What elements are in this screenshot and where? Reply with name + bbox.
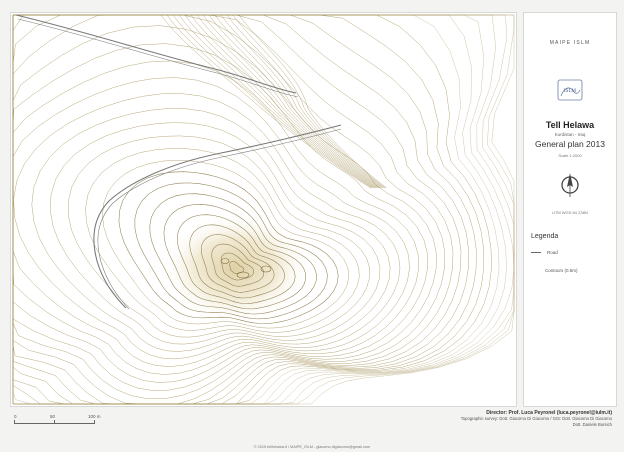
legend-label: Road xyxy=(547,250,558,255)
contour-line xyxy=(190,14,378,189)
contour-line xyxy=(12,14,462,405)
contour-line xyxy=(202,14,380,189)
contour-line xyxy=(12,14,515,405)
legend-title: Legenda xyxy=(531,233,559,240)
contour-line xyxy=(12,77,410,367)
contour-line xyxy=(12,14,469,405)
contour-line xyxy=(211,243,264,287)
contour-line xyxy=(238,14,387,189)
contour-line xyxy=(189,224,285,299)
legend-label: Contours (0.5m) xyxy=(545,268,578,273)
legend-item-road: Road xyxy=(531,250,558,255)
summit-contour xyxy=(236,271,250,279)
survey-credit: Topographic survey: Dott. Giacomo Di Gia… xyxy=(460,416,612,421)
contour-line xyxy=(13,93,401,360)
contour-line xyxy=(172,14,374,189)
credits-block: Director: Prof. Luca Peyronel (luca.peyr… xyxy=(312,410,612,428)
contour-line xyxy=(149,193,317,315)
contour-line xyxy=(178,14,375,189)
scale-bar: 0 50 100 m xyxy=(14,414,124,434)
crs-text: UTM WGS 84 Z38N xyxy=(552,210,588,215)
survey-credit-2: Dott. Daniele Bursich xyxy=(572,422,612,427)
north-arrow-icon xyxy=(561,173,579,197)
road-swatch xyxy=(531,252,541,254)
contour-line xyxy=(184,14,376,189)
road-line xyxy=(97,128,342,310)
scale-text: Scale 1:2000 xyxy=(558,153,582,158)
contour-line xyxy=(220,14,384,189)
contour-line xyxy=(49,122,381,345)
contour-line xyxy=(31,108,391,352)
contour-line xyxy=(12,14,515,405)
contour-line xyxy=(214,14,382,189)
road-line xyxy=(93,124,342,309)
contour-line xyxy=(12,25,437,391)
scale-tick-label: 0 xyxy=(14,414,17,419)
site-title: Tell Helawa xyxy=(545,120,595,130)
director-credit: Director: Prof. Luca Peyronel (luca.peyr… xyxy=(486,410,612,416)
contour-line xyxy=(196,14,379,189)
contour-line xyxy=(12,14,515,405)
contour-line xyxy=(68,135,370,338)
map-frame[interactable] xyxy=(10,12,517,407)
contour-line xyxy=(118,171,339,324)
contour-line xyxy=(12,43,428,383)
contour-line xyxy=(166,14,373,189)
contour-line xyxy=(226,14,385,189)
scale-tick xyxy=(14,420,15,424)
contour-line xyxy=(85,148,360,333)
side-panel: MAIPE ISLM ISLM Tell Helawa Kurdistan - … xyxy=(523,12,617,407)
scale-tick xyxy=(94,420,95,424)
scale-tick-label: 100 m xyxy=(88,414,101,419)
contour-line xyxy=(12,14,515,405)
contour-line xyxy=(102,160,350,329)
contour-line xyxy=(208,14,381,189)
contour-line xyxy=(177,214,296,304)
contour-line xyxy=(12,14,515,405)
scale-tick-label: 50 xyxy=(50,414,56,419)
logo-label: ISLM xyxy=(564,89,577,94)
footer-text: © 2015 tellhelawa.it / MAIPE_ISLM - giac… xyxy=(253,445,371,449)
summit-contour xyxy=(260,265,272,273)
contour-line xyxy=(160,14,372,189)
plan-title: General plan 2013 xyxy=(535,139,605,149)
contour-line xyxy=(220,252,254,281)
road-line xyxy=(17,18,299,98)
contour-line xyxy=(134,182,328,320)
contour-line xyxy=(12,14,507,405)
contour-line xyxy=(201,234,275,293)
brand-title: MAIPE ISLM xyxy=(549,40,591,46)
legend-item-contours: Contours (0.5m) xyxy=(545,268,578,273)
contour-line xyxy=(229,261,245,274)
contour-map[interactable] xyxy=(11,13,516,406)
institution-logo-icon: ISLM xyxy=(557,79,583,101)
contour-line xyxy=(163,204,307,310)
contour-lines xyxy=(12,14,515,405)
contour-line xyxy=(12,14,500,405)
scale-tick xyxy=(54,420,55,424)
road-line xyxy=(15,14,297,94)
contour-line xyxy=(232,14,386,189)
hill-shading xyxy=(161,213,311,323)
site-subtitle: Kurdistan - Iraq xyxy=(554,132,586,137)
summit-contour xyxy=(220,258,230,264)
